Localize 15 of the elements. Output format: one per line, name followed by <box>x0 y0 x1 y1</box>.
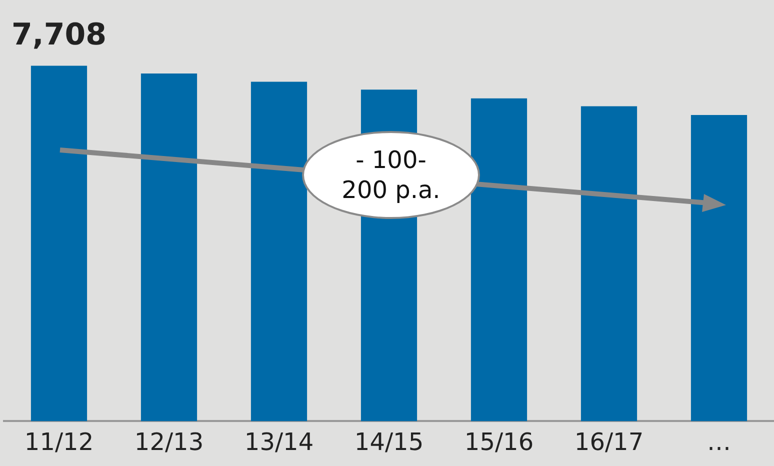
x-tick-label: 15/16 <box>464 428 534 456</box>
bar <box>470 98 528 422</box>
x-tick-label: 12/13 <box>134 428 204 456</box>
bar <box>250 82 308 422</box>
data-label: 7,708 <box>12 18 106 53</box>
bar <box>690 115 748 422</box>
bar <box>30 66 88 422</box>
x-tick-label: 16/17 <box>574 428 644 456</box>
x-tick-label: 14/15 <box>354 428 424 456</box>
bar <box>580 106 638 422</box>
x-tick-label: 11/12 <box>24 428 94 456</box>
x-tick-label: … <box>707 428 731 456</box>
x-tick-label: 13/14 <box>244 428 314 456</box>
ellipse-callout: - 100- 200 p.a. <box>302 131 480 219</box>
bar <box>140 74 198 422</box>
